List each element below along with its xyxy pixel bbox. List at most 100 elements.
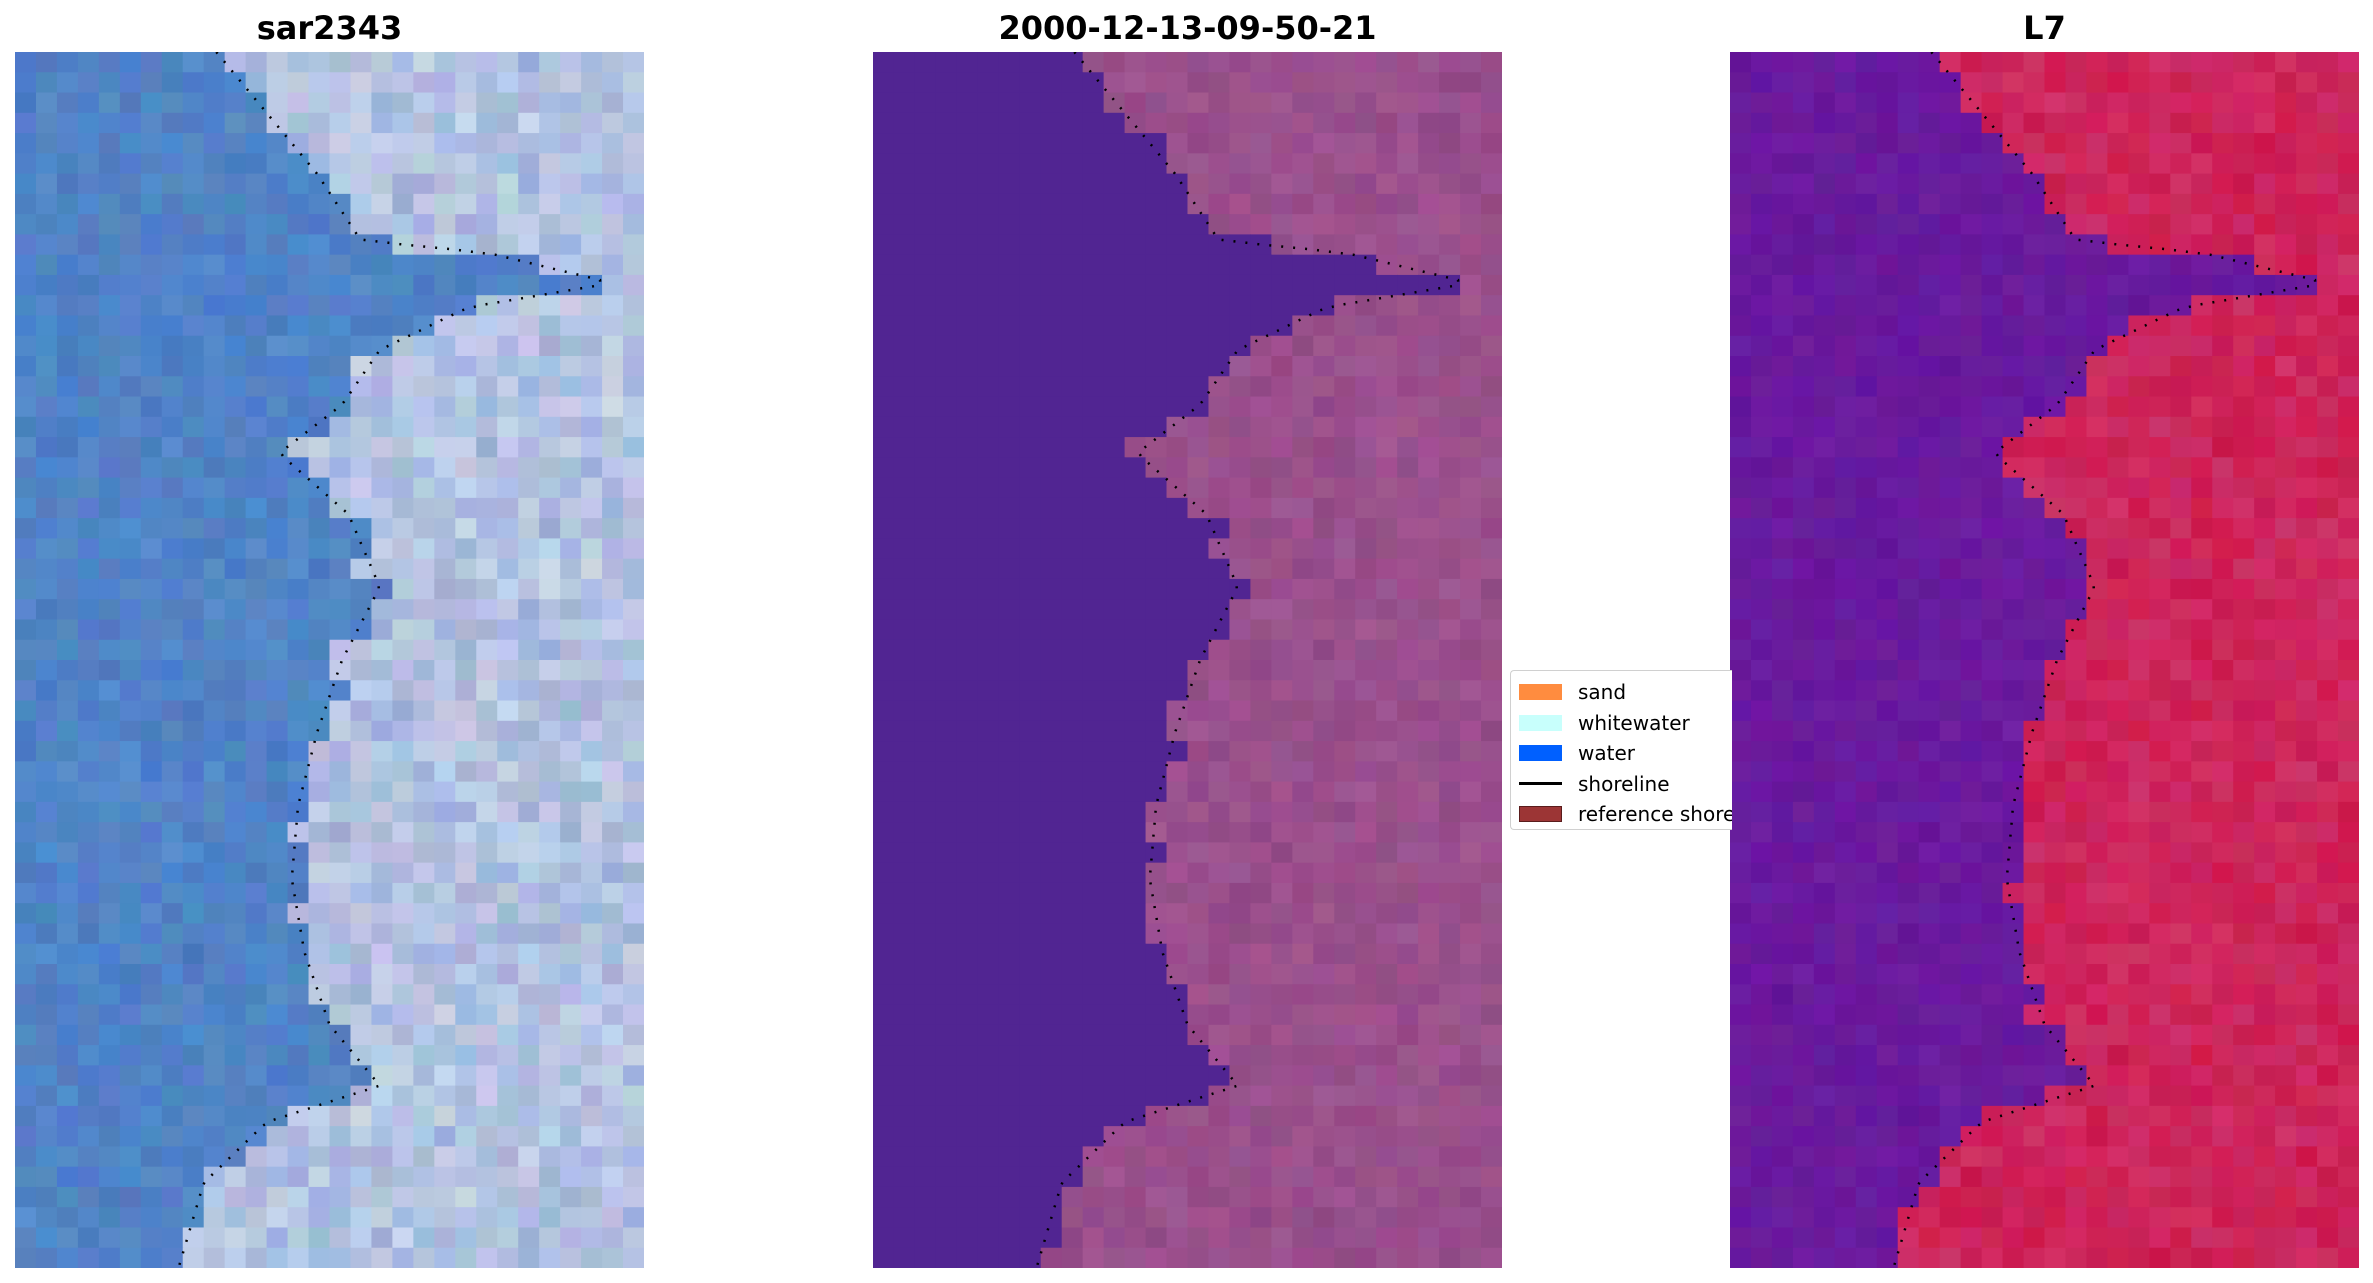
image-pixel bbox=[140, 680, 163, 702]
image-pixel bbox=[2254, 52, 2276, 73]
image-pixel bbox=[539, 1085, 561, 1107]
image-pixel bbox=[182, 153, 205, 175]
image-pixel bbox=[245, 497, 268, 519]
image-pixel bbox=[56, 153, 79, 175]
image-pixel bbox=[2275, 558, 2297, 580]
image-pixel bbox=[455, 680, 477, 702]
image-pixel bbox=[1103, 274, 1126, 296]
image-pixel bbox=[350, 1186, 373, 1208]
image-pixel bbox=[308, 639, 331, 661]
image-pixel bbox=[2002, 335, 2025, 357]
image-pixel bbox=[1855, 234, 1878, 256]
image-pixel bbox=[2254, 295, 2276, 317]
image-pixel bbox=[1250, 538, 1272, 560]
image-pixel bbox=[1418, 72, 1440, 94]
image-pixel bbox=[2065, 315, 2088, 337]
image-pixel bbox=[977, 842, 1000, 864]
image-pixel bbox=[1208, 1065, 1231, 1087]
image-pixel bbox=[1019, 619, 1042, 641]
image-pixel bbox=[1229, 720, 1251, 742]
image-pixel bbox=[1855, 761, 1878, 783]
image-pixel bbox=[497, 133, 519, 154]
image-pixel bbox=[287, 518, 310, 539]
image-pixel bbox=[77, 112, 100, 134]
image-pixel bbox=[998, 578, 1021, 600]
image-pixel bbox=[1355, 801, 1377, 823]
image-pixel bbox=[476, 862, 498, 884]
image-pixel bbox=[1187, 72, 1210, 94]
image-pixel bbox=[1124, 254, 1147, 276]
image-pixel bbox=[2170, 781, 2192, 803]
image-pixel bbox=[413, 254, 435, 276]
image-pixel bbox=[1730, 133, 1752, 154]
image-pixel bbox=[2212, 781, 2234, 803]
image-pixel bbox=[1460, 193, 1482, 215]
image-pixel bbox=[1376, 741, 1398, 762]
image-pixel bbox=[1460, 416, 1482, 438]
image-pixel bbox=[2086, 92, 2108, 114]
image-pixel bbox=[1208, 943, 1231, 965]
image-pixel bbox=[35, 112, 58, 134]
image-pixel bbox=[1082, 173, 1105, 195]
image-pixel bbox=[245, 173, 268, 195]
image-pixel bbox=[998, 193, 1021, 215]
image-pixel bbox=[329, 133, 352, 154]
image-pixel bbox=[182, 639, 205, 661]
image-pixel bbox=[1271, 356, 1293, 377]
image-pixel bbox=[224, 254, 247, 276]
image-pixel bbox=[1750, 599, 1773, 621]
image-pixel bbox=[2233, 538, 2255, 560]
image-pixel bbox=[77, 72, 100, 94]
image-pixel bbox=[1876, 457, 1899, 479]
image-pixel bbox=[2023, 761, 2046, 783]
image-pixel bbox=[392, 619, 414, 641]
image-pixel bbox=[1439, 153, 1461, 175]
image-pixel bbox=[2275, 214, 2297, 235]
image-pixel bbox=[1730, 700, 1752, 722]
image-pixel bbox=[1876, 234, 1899, 256]
image-pixel bbox=[392, 700, 414, 722]
image-pixel bbox=[560, 214, 582, 235]
image-pixel bbox=[2086, 396, 2108, 418]
image-pixel bbox=[2254, 416, 2276, 438]
image-pixel bbox=[2044, 822, 2067, 843]
image-pixel bbox=[203, 274, 226, 296]
image-pixel bbox=[2275, 923, 2297, 945]
image-pixel bbox=[1813, 214, 1836, 235]
image-pixel bbox=[1876, 133, 1899, 154]
image-pixel bbox=[2002, 700, 2025, 722]
image-pixel bbox=[98, 700, 121, 722]
image-pixel bbox=[2338, 52, 2359, 73]
image-pixel bbox=[1792, 801, 1815, 823]
image-pixel bbox=[2296, 639, 2318, 661]
image-pixel bbox=[2149, 599, 2171, 621]
image-pixel bbox=[1208, 153, 1231, 175]
image-pixel bbox=[1730, 741, 1752, 762]
image-pixel bbox=[1876, 660, 1899, 681]
image-pixel bbox=[1166, 214, 1189, 235]
image-pixel bbox=[77, 639, 100, 661]
image-pixel bbox=[266, 619, 289, 641]
image-pixel bbox=[56, 964, 79, 985]
image-pixel bbox=[1960, 842, 1983, 864]
image-pixel bbox=[2065, 112, 2088, 134]
image-pixel bbox=[2191, 234, 2213, 256]
image-pixel bbox=[1834, 315, 1857, 337]
image-pixel bbox=[1939, 335, 1962, 357]
image-pixel bbox=[434, 923, 456, 945]
image-pixel bbox=[1855, 193, 1878, 215]
image-pixel bbox=[1460, 1247, 1482, 1268]
image-pixel bbox=[287, 720, 310, 742]
image-pixel bbox=[539, 781, 561, 803]
image-pixel bbox=[1124, 1126, 1147, 1147]
image-pixel bbox=[935, 396, 958, 418]
image-pixel bbox=[287, 882, 310, 904]
image-pixel bbox=[224, 923, 247, 945]
image-pixel bbox=[1876, 720, 1899, 742]
image-pixel bbox=[1229, 943, 1251, 965]
image-pixel bbox=[434, 1085, 456, 1107]
image-pixel bbox=[1040, 882, 1063, 904]
image-pixel bbox=[224, 1166, 247, 1188]
image-pixel bbox=[2296, 518, 2318, 539]
image-pixel bbox=[560, 1105, 582, 1127]
